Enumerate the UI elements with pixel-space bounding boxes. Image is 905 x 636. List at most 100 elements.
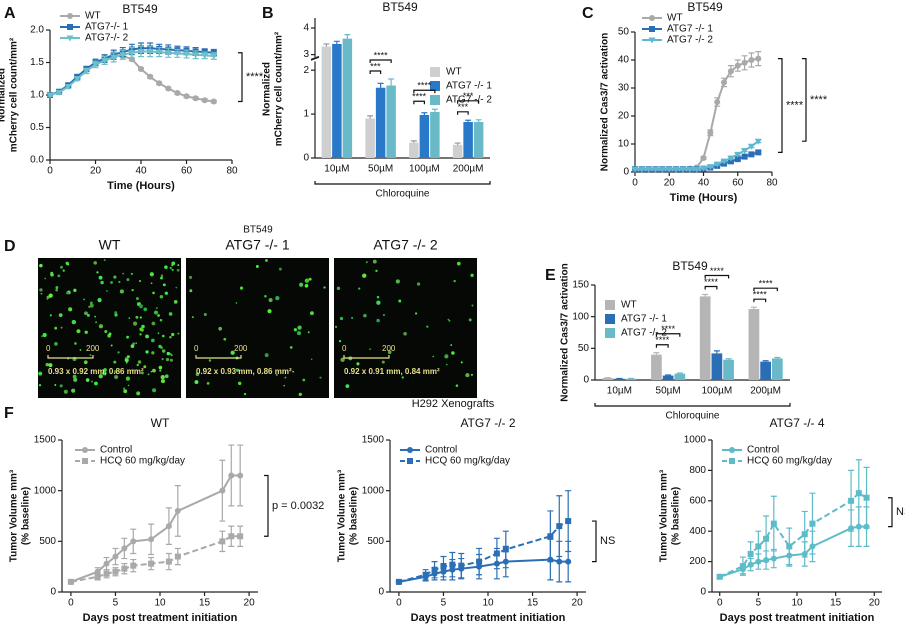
cell	[136, 297, 139, 300]
cell	[297, 325, 301, 329]
data-point	[184, 93, 190, 99]
cell	[94, 316, 96, 318]
data-point	[701, 155, 707, 161]
error-bar	[714, 351, 720, 354]
cell	[453, 280, 455, 282]
cell	[109, 333, 112, 336]
cell	[305, 284, 309, 288]
micrograph	[334, 258, 477, 398]
y-tick-label: 1	[303, 109, 309, 120]
cell	[46, 298, 48, 300]
bar	[749, 309, 760, 380]
data-point	[165, 86, 171, 92]
legend-swatch	[605, 300, 615, 310]
data-point	[503, 546, 509, 552]
data-point	[728, 68, 734, 74]
cell	[44, 278, 46, 280]
cell	[339, 340, 341, 342]
cell	[362, 274, 366, 278]
cell	[299, 283, 303, 287]
cell	[444, 354, 448, 358]
panel-letter: C	[582, 5, 594, 22]
cell	[244, 393, 246, 395]
legend-label: HCQ 60 mg/kg/day	[425, 456, 510, 467]
cell	[131, 289, 133, 291]
panel-letter: E	[545, 267, 556, 284]
cell	[376, 319, 380, 323]
y-tick-label: 400	[689, 526, 706, 537]
data-point	[856, 490, 862, 496]
cell	[152, 292, 155, 295]
x-axis-label: Time (Hours)	[107, 180, 175, 192]
scale-label: 200	[234, 344, 248, 353]
cell	[50, 272, 53, 275]
cell	[223, 338, 226, 341]
x-tick-label: 40	[698, 178, 710, 189]
significance-bracket	[264, 475, 268, 536]
error-bar	[421, 113, 427, 115]
cell	[267, 309, 271, 313]
cell	[426, 325, 428, 327]
cell	[159, 370, 161, 372]
x-tick-label: 80	[766, 178, 778, 189]
x-tick-label: 200µM	[453, 164, 484, 175]
cell	[97, 298, 101, 302]
legend-label: ATG7 -/- 1	[667, 24, 713, 35]
y-tick-label: 50	[578, 343, 590, 354]
x-tick-label: 200µM	[750, 386, 781, 397]
y-tick-label: 500	[367, 536, 384, 547]
x-tick-label: 10	[154, 598, 166, 609]
cell	[60, 384, 63, 387]
data-point	[432, 567, 438, 573]
data-point	[556, 559, 562, 565]
data-point	[494, 550, 500, 556]
legend-marker	[82, 447, 88, 453]
cell	[139, 328, 142, 331]
cell	[415, 312, 417, 314]
y-tick-label: 150	[572, 280, 589, 291]
scale-label: 200	[382, 344, 396, 353]
bar	[712, 353, 723, 380]
y-tick-label: 2	[303, 65, 309, 76]
cell	[451, 351, 455, 355]
cell	[94, 382, 98, 386]
data-point	[166, 523, 172, 529]
cell	[279, 268, 282, 271]
cell	[138, 360, 142, 364]
cell	[90, 354, 92, 356]
significance-label: ****	[759, 279, 774, 289]
y-tick-label: 4	[303, 23, 309, 34]
cell	[61, 327, 63, 329]
bar	[602, 378, 613, 380]
bar	[332, 44, 342, 158]
x-tick-label: 20	[244, 598, 256, 609]
legend-swatch	[605, 314, 615, 324]
significance-label: ****	[661, 324, 676, 334]
data-point	[175, 554, 181, 560]
bar	[343, 39, 353, 158]
data-point	[219, 538, 225, 544]
y-tick-label: 600	[689, 495, 706, 506]
cell	[66, 291, 69, 294]
bar	[365, 118, 375, 158]
y-tick-label: 0	[700, 587, 706, 598]
error-bar	[334, 41, 340, 44]
data-point	[121, 566, 127, 572]
cell	[60, 266, 63, 269]
y-tick-label: 0	[303, 153, 309, 164]
cell	[50, 314, 52, 316]
cell	[99, 324, 103, 328]
y-tick-label: 30	[618, 83, 630, 94]
cell	[157, 314, 160, 317]
error-bar	[653, 353, 659, 355]
data-point	[423, 572, 429, 578]
cell	[122, 273, 124, 275]
cell	[106, 290, 108, 292]
cell	[135, 316, 138, 319]
supertitle: H292 Xenografts	[412, 398, 495, 410]
image-caption: 0.92 x 0.93 mm, 0.86 mm²	[196, 367, 292, 376]
data-point	[193, 95, 199, 101]
image-label: WT	[99, 237, 121, 253]
panel-letter: F	[4, 405, 14, 422]
